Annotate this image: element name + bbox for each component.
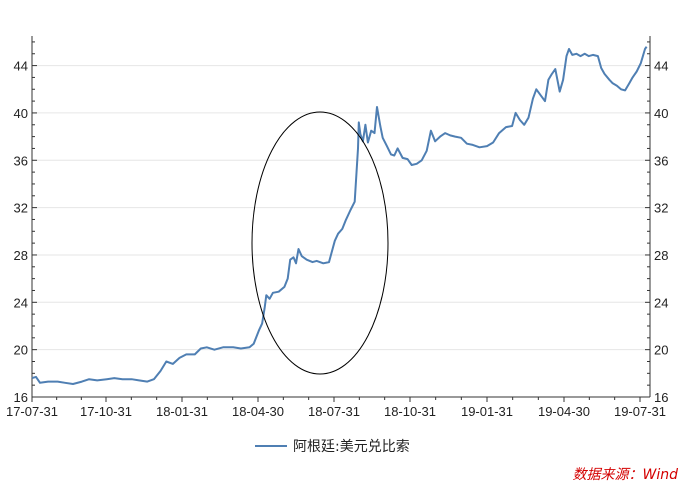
y-tick-label-right: 20 — [654, 343, 668, 358]
x-tick-label: 19-07-31 — [614, 404, 666, 419]
y-tick-label-left: 24 — [14, 295, 28, 310]
x-tick-label: 18-10-31 — [384, 404, 436, 419]
gridlines — [32, 65, 650, 351]
legend-swatch — [255, 445, 287, 447]
x-tick-label: 18-01-31 — [156, 404, 208, 419]
x-tick-label: 19-01-31 — [461, 404, 513, 419]
legend: 阿根廷:美元兑比索 — [255, 436, 410, 456]
tick-labels: 16 16 20 20 24 24 28 28 32 32 36 36 40 40 44 44 17-07-31… — [6, 59, 668, 419]
y-tick-label-right: 44 — [654, 59, 668, 74]
legend-label: 阿根廷:美元兑比索 — [293, 439, 410, 455]
y-tick-label-right: 28 — [654, 248, 668, 263]
y-tick-label-right: 24 — [654, 295, 668, 310]
y-tick-label-right: 40 — [654, 106, 668, 121]
x-tick-label: 18-07-31 — [308, 404, 360, 419]
y-tick-label-right: 36 — [654, 153, 668, 168]
y-tick-label-left: 28 — [14, 248, 28, 263]
y-tick-label-left: 36 — [14, 153, 28, 168]
y-tick-label-left: 32 — [14, 201, 28, 216]
x-tick-label: 17-07-31 — [6, 404, 58, 419]
y-tick-label-left: 44 — [14, 59, 28, 74]
series-line-ars-usd — [31, 46, 648, 385]
highlight-ellipse — [251, 111, 389, 375]
y-tick-label-right: 16 — [654, 390, 668, 405]
x-tick-label: 19-04-30 — [538, 404, 590, 419]
x-tick-label: 17-10-31 — [80, 404, 132, 419]
axes — [31, 36, 651, 402]
y-tick-label-left: 16 — [14, 390, 28, 405]
y-tick-label-right: 32 — [654, 201, 668, 216]
x-tick-label: 18-04-30 — [232, 404, 284, 419]
source-label: 数据来源：Wind — [572, 467, 679, 483]
y-tick-label-left: 20 — [14, 343, 28, 358]
y-tick-label-left: 40 — [14, 106, 28, 121]
